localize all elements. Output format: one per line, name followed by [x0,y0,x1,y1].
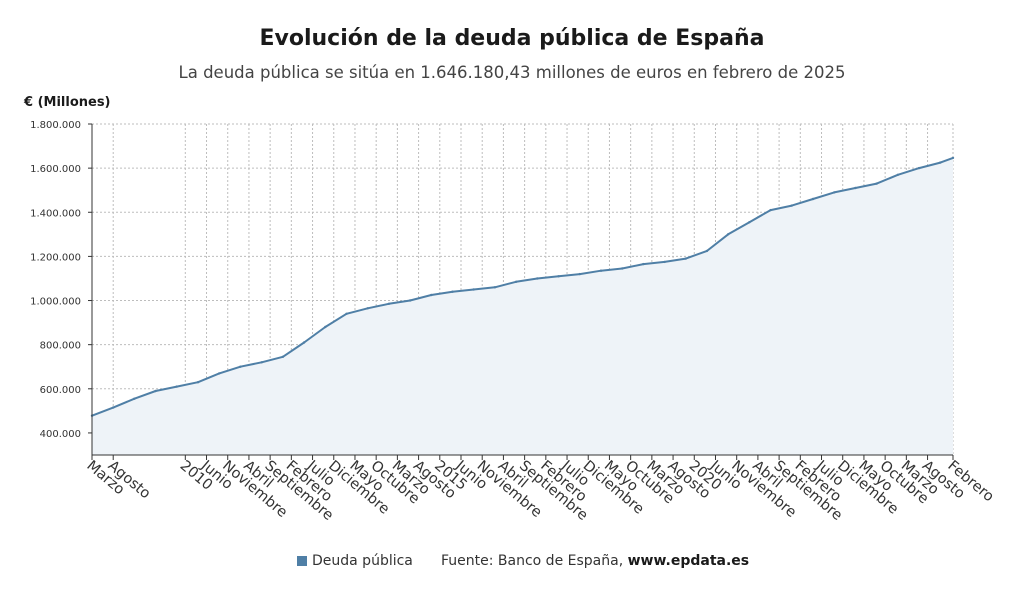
data-point [387,302,391,305]
data-point [430,293,433,297]
data-point [302,341,306,344]
y-tick-label: 1.400.000 [30,208,81,219]
data-point [621,267,624,270]
data-point [599,269,603,272]
data-point [896,173,900,176]
y-tick-label: 1.200.000 [30,252,81,263]
data-point [196,381,200,384]
data-point [239,365,242,368]
data-point [875,182,878,185]
series-area [92,157,953,455]
data-point [514,280,518,283]
data-point [790,204,793,207]
axes [91,124,953,456]
data-point [705,249,709,253]
y-tick-label: 800.000 [40,341,81,352]
data-point [472,288,475,291]
data-point [748,221,751,224]
chart-subtitle: La deuda pública se sitúa en 1.646.180,4… [178,63,846,82]
data-point [536,277,539,280]
legend-swatch [297,556,307,566]
data-point [811,197,815,201]
source-link[interactable]: www.epdata.es [627,553,750,569]
data-point [939,161,942,164]
data-point [175,385,178,388]
y-tick-label: 1.800.000 [30,120,81,131]
data-point [833,191,836,194]
data-point [917,166,921,170]
data-point [951,156,955,160]
data-point [281,355,285,358]
data-point [578,272,581,276]
data-point [154,389,157,393]
data-point [684,257,687,260]
data-point [408,299,412,302]
data-point [493,286,497,289]
series-layer [90,156,955,455]
data-point [218,372,221,375]
source-prefix: Fuente: Banco de España, [441,553,624,569]
data-point [260,361,263,364]
y-tick-label: 1.000.000 [30,297,81,308]
y-tick-label: 1.600.000 [30,164,81,175]
chart-title: Evolución de la deuda pública de España [259,26,765,51]
data-point [642,262,645,266]
data-point [557,275,560,278]
series-line [91,156,954,417]
data-point [133,397,136,400]
y-tick-label: 400.000 [40,429,81,440]
source-text: Fuente: Banco de España, www.epdata.es [441,553,749,569]
legend-label: Deuda pública [312,553,413,569]
y-tick-label: 600.000 [40,385,81,396]
chart-footer: Deuda pública Fuente: Banco de España, w… [0,553,1024,573]
data-point [324,325,327,329]
data-point [112,406,115,409]
data-point [727,233,730,236]
y-axis-label: € (Millones) [24,95,111,110]
data-point [345,312,348,315]
data-point [854,186,857,190]
data-point [451,290,454,293]
data-point [769,208,772,212]
data-point [366,307,369,310]
y-axis-ticks: 400.000 600.000 800.000 1.000.000 1.200.000 1… [30,120,92,440]
data-point [663,260,666,264]
